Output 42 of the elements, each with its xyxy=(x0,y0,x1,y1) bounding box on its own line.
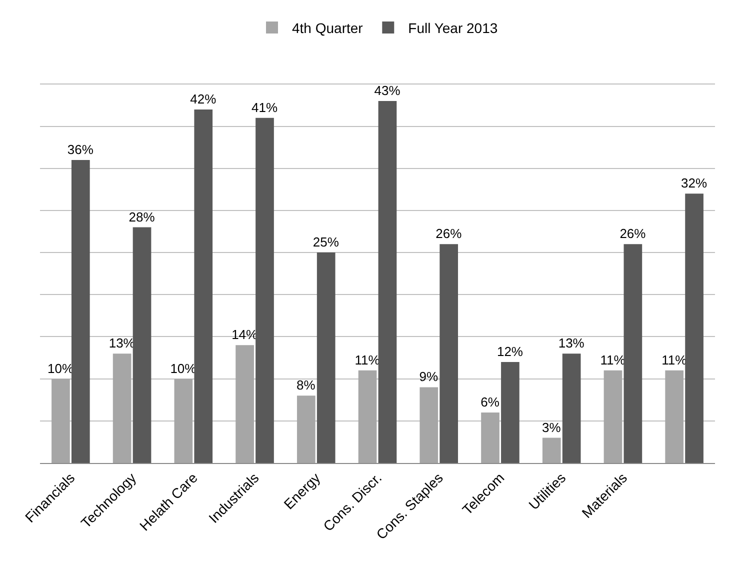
data-label: 36% xyxy=(67,142,94,157)
bar xyxy=(296,396,316,463)
data-label: 11% xyxy=(354,352,380,368)
data-label: 26% xyxy=(620,226,646,242)
bar xyxy=(624,244,642,463)
bar xyxy=(562,354,581,463)
data-label: 8% xyxy=(296,378,316,393)
data-label: 13% xyxy=(558,336,585,351)
bar xyxy=(174,378,193,463)
data-label: 25% xyxy=(312,234,340,250)
bar xyxy=(665,370,684,463)
data-label: 11% xyxy=(600,352,626,368)
bar xyxy=(420,387,438,463)
bar xyxy=(542,438,561,463)
bar xyxy=(52,378,70,463)
bar xyxy=(378,101,397,463)
bar xyxy=(71,160,90,463)
bar xyxy=(481,412,500,463)
bar xyxy=(604,370,622,463)
data-label: 41% xyxy=(252,100,278,115)
bar xyxy=(501,362,520,463)
data-label: 12% xyxy=(496,344,524,359)
bar xyxy=(194,109,213,463)
bar xyxy=(358,370,377,463)
data-label: 3% xyxy=(542,420,562,435)
data-label: 26% xyxy=(436,226,462,242)
data-label: 11% xyxy=(662,352,688,368)
data-label: 43% xyxy=(374,83,401,98)
bar xyxy=(440,244,458,463)
bar xyxy=(112,354,132,463)
legend-label: 4th Quarter xyxy=(292,20,364,36)
data-label: 9% xyxy=(419,369,439,384)
data-label: 28% xyxy=(128,209,156,224)
bar xyxy=(316,252,336,463)
bar xyxy=(236,345,254,463)
bar xyxy=(132,227,152,463)
bar xyxy=(685,194,704,463)
data-label: 32% xyxy=(681,176,708,191)
data-label: 42% xyxy=(190,91,217,106)
legend-label: Full Year 2013 xyxy=(408,20,498,36)
bar xyxy=(256,118,274,463)
data-label: 6% xyxy=(480,394,500,410)
